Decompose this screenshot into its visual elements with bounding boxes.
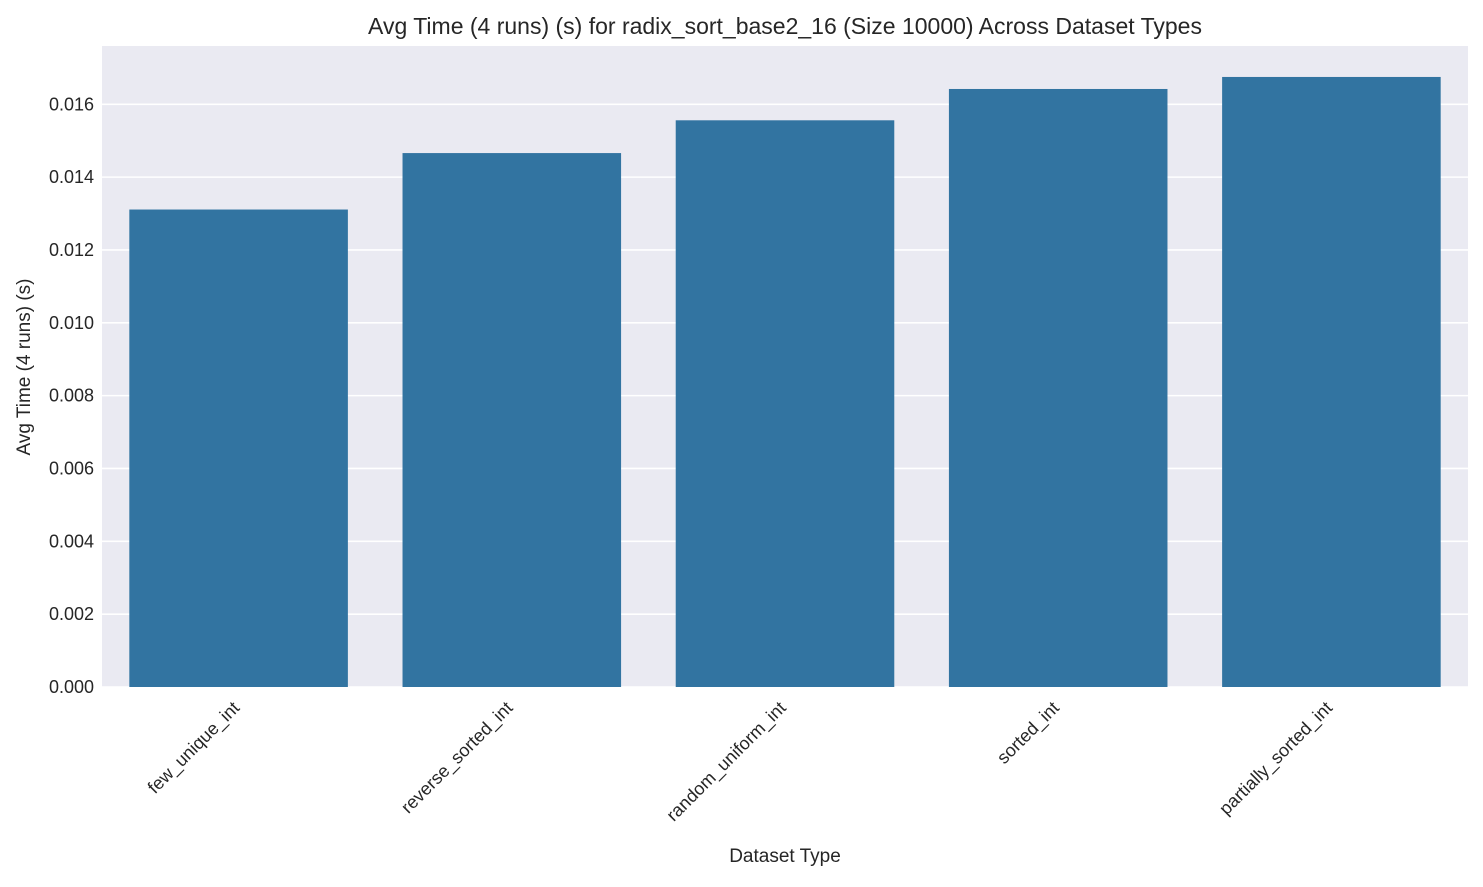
x-tick-label: partially_sorted_int: [1215, 698, 1337, 820]
bar-partially-sorted-int: [1222, 76, 1441, 687]
y-tick-label: 0.000: [49, 677, 94, 697]
y-tick-label: 0.008: [49, 386, 94, 406]
chart-title: Avg Time (4 runs) (s) for radix_sort_bas…: [368, 13, 1202, 39]
y-tick-label: 0.002: [49, 604, 94, 624]
y-tick-label: 0.016: [49, 94, 94, 114]
y-tick-labels: 0.000 0.002 0.004 0.006 0.008 0.010 0.012 0.014…: [49, 94, 94, 697]
y-tick-label: 0.014: [49, 167, 94, 187]
y-tick-label: 0.006: [49, 458, 94, 478]
y-tick-label: 0.004: [49, 531, 94, 551]
bar-few-unique-int: [129, 209, 348, 688]
x-tick-labels: few_unique_int reverse_sorted_int random_u…: [144, 698, 1337, 826]
y-tick-label: 0.012: [49, 240, 94, 260]
y-tick-label: 0.010: [49, 313, 94, 333]
x-axis-label: Dataset Type: [729, 846, 841, 867]
x-tick-label: sorted_int: [993, 698, 1064, 769]
x-tick-label: reverse_sorted_int: [397, 698, 517, 818]
bar-random-uniform-int: [675, 120, 895, 687]
bars: [129, 76, 1441, 688]
y-axis-label: Avg Time (4 runs) (s): [14, 278, 35, 455]
x-tick-label: few_unique_int: [144, 698, 244, 798]
bar-sorted-int: [948, 88, 1168, 687]
x-tick-label: random_uniform_int: [662, 698, 790, 826]
bar-reverse-sorted-int: [402, 153, 622, 687]
